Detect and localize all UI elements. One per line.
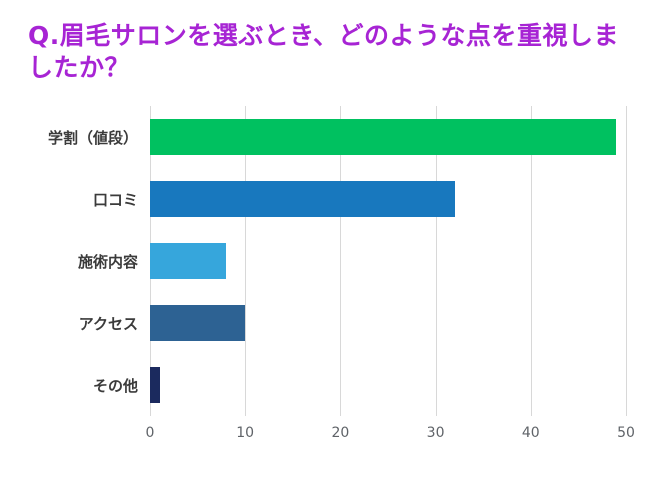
gridline [245,106,247,416]
bar-row [150,106,626,168]
bar-row [150,230,626,292]
category-labels-column: 学割（値段） 口コミ施術内容アクセスその他 [24,106,150,416]
gridline [626,106,627,416]
x-tick-label: 10 [236,425,255,441]
x-axis: 0 10 20 30 40 50 [146,416,635,446]
plot-area-wrapper: 0 10 20 30 40 50 [146,106,635,446]
x-tick-label: 40 [521,425,540,441]
chart-title: Q.眉毛サロンを選ぶとき、どのような点を重視しましたか？ [28,21,620,82]
bar-1 [150,181,455,217]
plot-area [150,106,627,416]
category-label: 口コミ [92,190,138,209]
bar-chart: 学割（値段） 口コミ施術内容アクセスその他 0 10 20 30 40 50 [24,106,635,446]
bar-row [150,354,626,416]
category-label: 施術内容 [77,252,138,271]
category-label: アクセス [78,314,138,333]
x-tick-label: 0 [145,425,155,441]
gridline [340,106,342,416]
bar-4 [150,367,160,403]
bar-2 [150,243,227,279]
x-tick-label: 20 [331,425,350,441]
bar-0 [150,119,617,155]
gridline [435,106,437,416]
bars-container [150,106,626,416]
bar-row [150,292,626,354]
x-tick-label: 30 [426,425,445,441]
bar-row [150,168,626,230]
bar-3 [150,305,246,341]
x-tick-label: 50 [617,425,635,441]
gridline [530,106,532,416]
category-label: 学割（値段） [47,128,138,147]
category-label: その他 [92,376,138,395]
